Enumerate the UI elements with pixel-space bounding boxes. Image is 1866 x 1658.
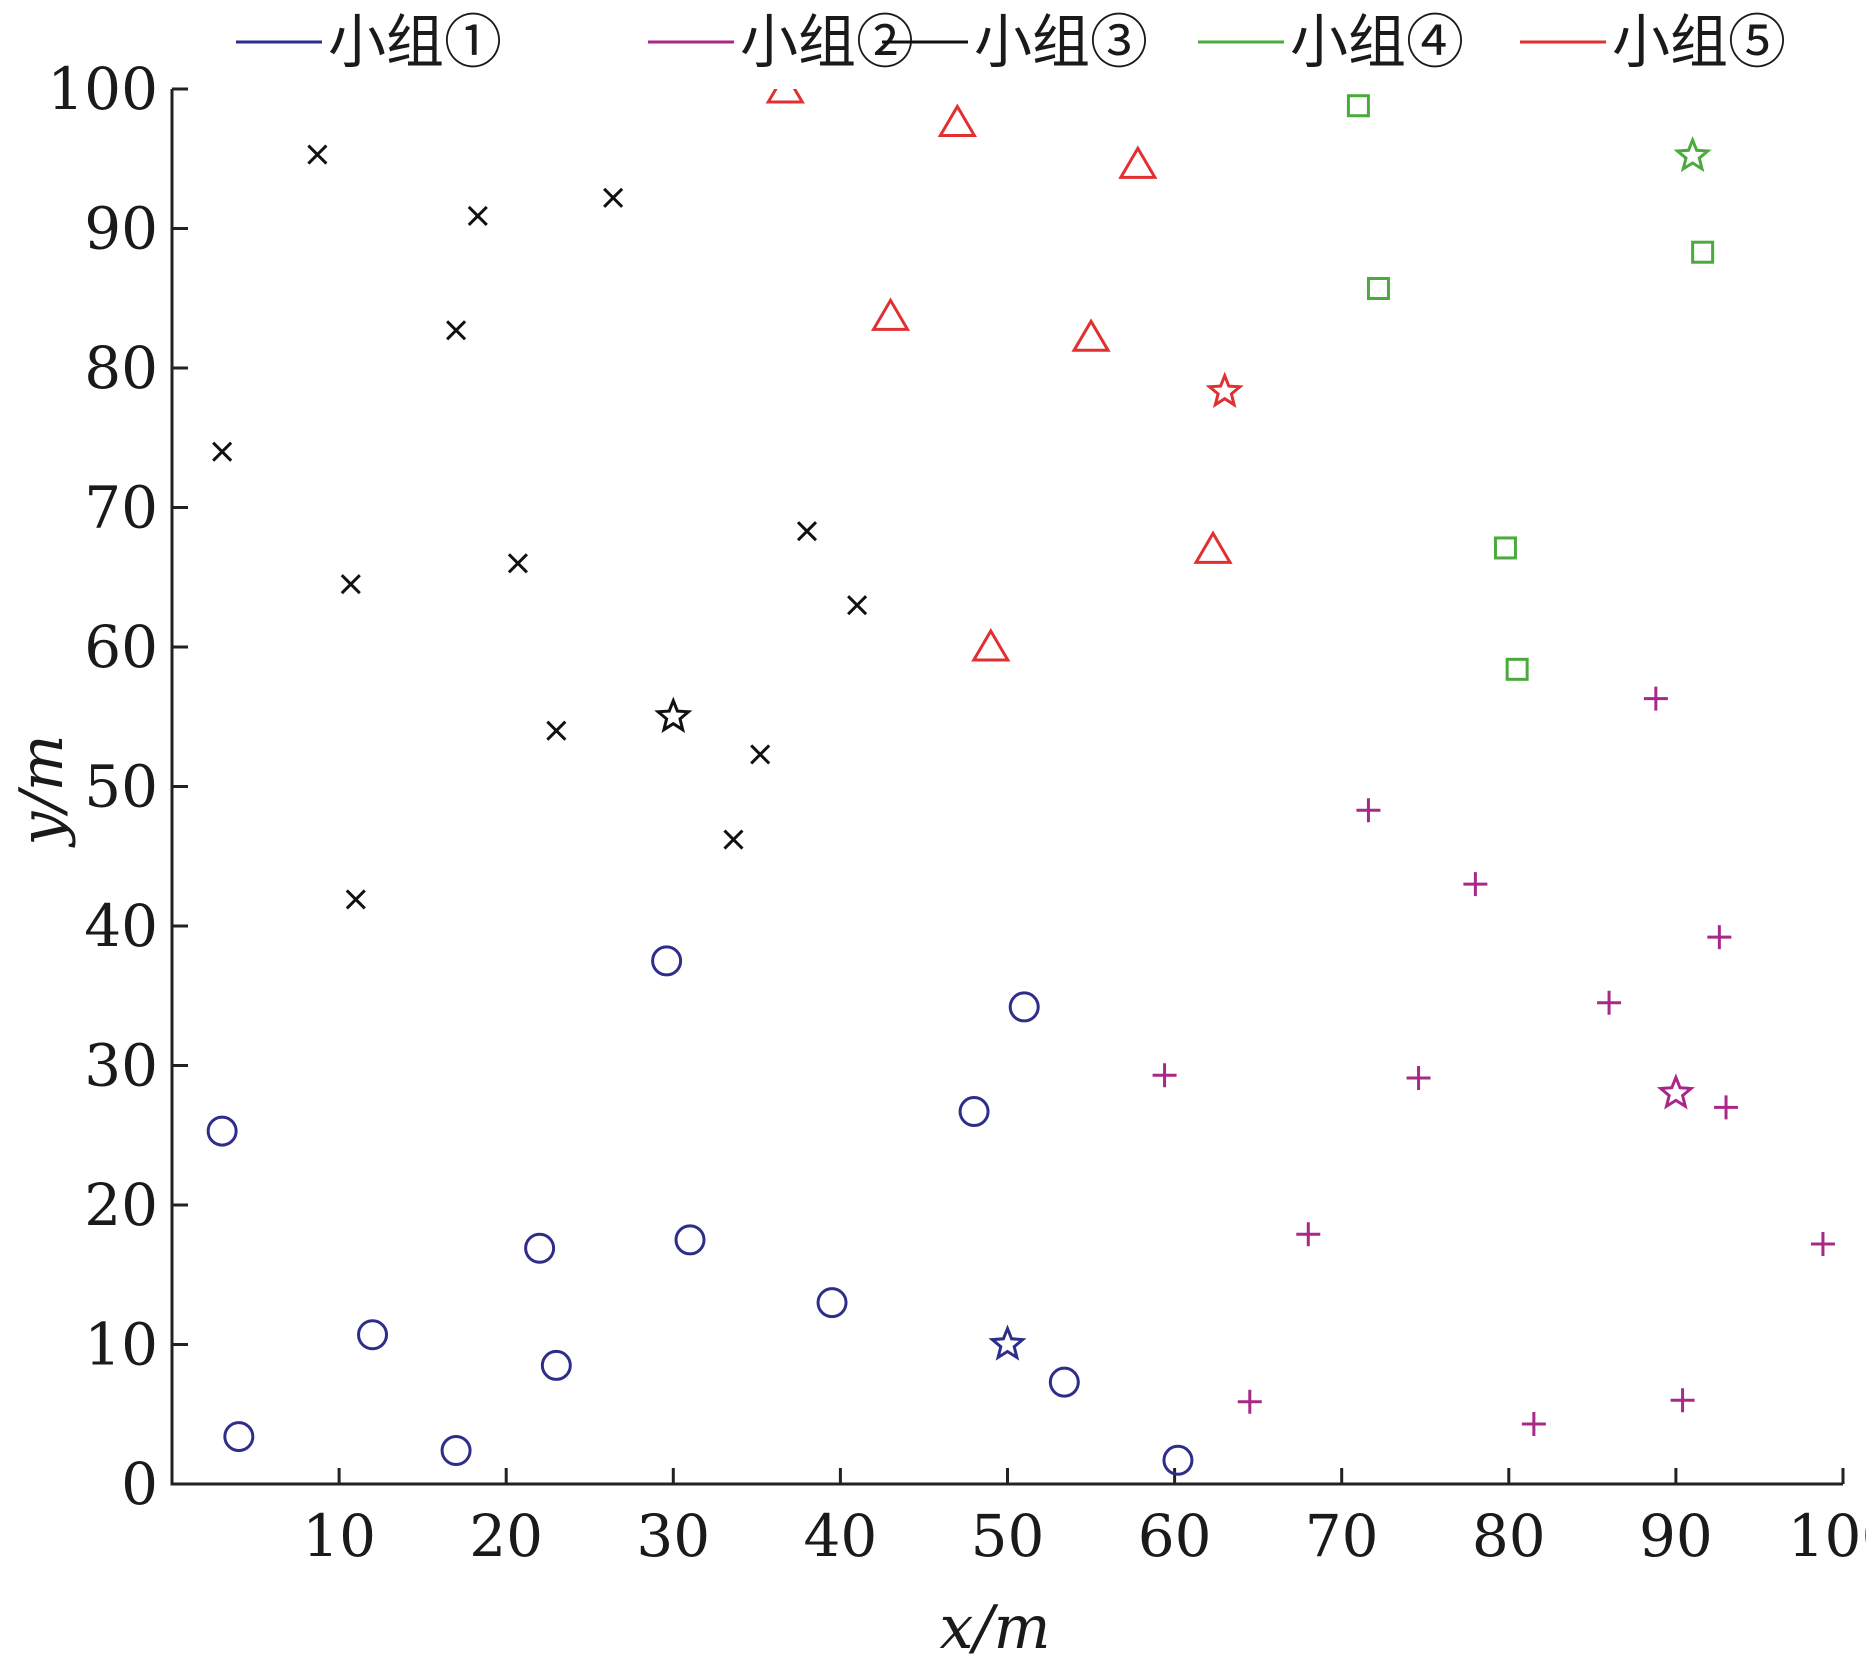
data-point <box>1714 1095 1739 1120</box>
series-4 <box>1346 94 1715 681</box>
legend-item-1: 小组① <box>236 8 502 76</box>
data-point <box>1193 530 1233 564</box>
x-tick-label: 80 <box>1472 1502 1546 1570</box>
legend-label: 小组④ <box>1290 8 1464 76</box>
data-point <box>796 521 818 542</box>
y-tick-label: 90 <box>84 195 158 263</box>
data-point <box>357 1319 389 1351</box>
data-point <box>1493 536 1517 560</box>
data-point <box>212 441 233 462</box>
data-point <box>446 320 467 341</box>
data-point <box>1406 1066 1431 1091</box>
x-tick-label: 50 <box>971 1502 1045 1570</box>
data-point <box>1048 1366 1080 1398</box>
data-point <box>651 945 683 977</box>
data-point <box>345 889 366 910</box>
y-tick-label: 80 <box>84 334 158 402</box>
y-tick-label: 70 <box>84 474 158 542</box>
x-tick-label: 60 <box>1138 1502 1212 1570</box>
legend-item-5: 小组⑤ <box>1520 8 1786 76</box>
legend-item-3: 小组③ <box>882 8 1148 76</box>
data-point <box>223 1421 255 1453</box>
y-tick-label: 0 <box>121 1450 158 1518</box>
series-1 <box>206 945 1194 1476</box>
data-point <box>1670 1388 1695 1413</box>
y-tick-label: 10 <box>84 1311 158 1379</box>
group-center-star <box>1205 371 1244 409</box>
data-point <box>1346 94 1370 118</box>
data-point <box>1366 276 1390 300</box>
x-tick-label: 70 <box>1305 1502 1379 1570</box>
group-center-star <box>1673 135 1712 173</box>
legend: 小组① 小组② 小组③ 小组④ 小组⑤ <box>236 8 1786 76</box>
legend-label: 小组③ <box>974 8 1148 76</box>
data-point <box>440 1435 472 1467</box>
data-point <box>603 187 624 208</box>
series-3 <box>212 144 868 910</box>
data-point <box>1356 798 1381 823</box>
data-point <box>307 144 328 165</box>
data-point <box>1707 925 1732 950</box>
data-point <box>507 553 528 574</box>
data-point <box>524 1232 556 1264</box>
data-point <box>1118 145 1158 179</box>
data-point <box>340 574 361 595</box>
y-tick-label: 40 <box>84 892 158 960</box>
y-tick-label: 50 <box>84 753 158 821</box>
data-point <box>1152 1063 1177 1088</box>
data-point <box>723 829 744 850</box>
x-tick-label: 10 <box>302 1502 376 1570</box>
data-point <box>1463 872 1488 897</box>
x-tick-label: 100 <box>1788 1502 1866 1570</box>
data-point <box>958 1096 990 1128</box>
data-point <box>1008 991 1040 1023</box>
data-point <box>467 205 488 227</box>
data-point <box>750 744 771 765</box>
x-axis-label: x/m <box>940 1593 1051 1658</box>
axes: 10 20 30 40 50 60 70 80 90 100 0 10 20 30 40 50 60 70 80 90… <box>47 55 1866 1570</box>
y-tick-label: 100 <box>47 55 158 123</box>
group-center-star <box>988 1324 1027 1361</box>
data-point <box>1296 1222 1321 1247</box>
data-point <box>816 1287 848 1319</box>
data-point <box>1162 1444 1194 1476</box>
group-center-star <box>1656 1073 1695 1110</box>
series-2 <box>1152 686 1835 1437</box>
x-tick-label: 20 <box>469 1502 543 1570</box>
series-5 <box>765 89 1244 662</box>
data-point <box>971 628 1011 662</box>
x-tick-label: 90 <box>1639 1502 1713 1570</box>
legend-label: 小组① <box>328 8 502 76</box>
data-point <box>206 1115 238 1147</box>
data-point <box>937 103 977 137</box>
legend-item-4: 小组④ <box>1198 8 1464 76</box>
x-tick-label: 30 <box>636 1502 710 1570</box>
data-marks <box>206 89 1835 1476</box>
data-point <box>1810 1232 1835 1257</box>
y-tick-label: 20 <box>84 1171 158 1239</box>
data-point <box>1505 657 1529 681</box>
data-point <box>1071 318 1111 352</box>
data-point <box>546 720 567 741</box>
legend-label: 小组⑤ <box>1612 8 1786 76</box>
legend-item-2: 小组② <box>648 8 914 76</box>
data-point <box>847 595 868 616</box>
y-tick-label: 30 <box>84 1032 158 1100</box>
data-point <box>540 1349 572 1381</box>
data-point <box>870 297 911 331</box>
y-axis-label: y/m <box>7 734 77 848</box>
y-tick-label: 60 <box>84 613 158 681</box>
data-point <box>1521 1412 1546 1437</box>
group-center-star <box>654 696 693 733</box>
data-point <box>1691 240 1715 264</box>
data-point <box>674 1224 706 1256</box>
data-point <box>1643 686 1668 711</box>
data-point <box>1237 1389 1262 1414</box>
x-tick-label: 40 <box>803 1502 877 1570</box>
data-point <box>765 89 805 104</box>
data-point <box>1597 990 1622 1015</box>
